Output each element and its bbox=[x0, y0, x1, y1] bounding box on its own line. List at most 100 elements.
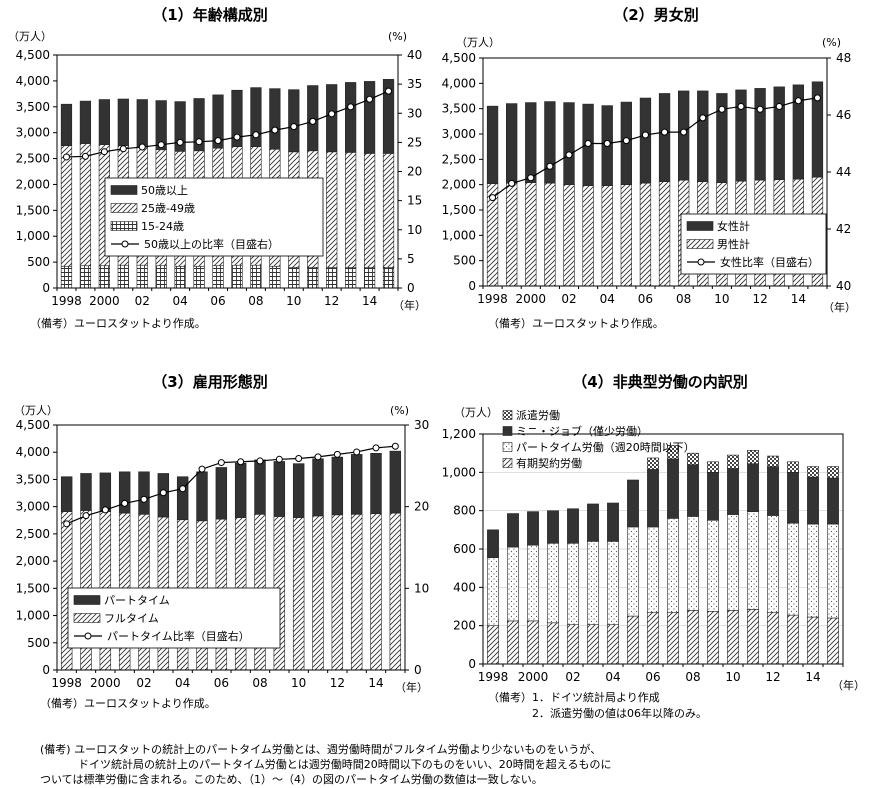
ratio-point-0-11 bbox=[271, 126, 279, 134]
bar-1-1-9 bbox=[658, 93, 671, 182]
legend-swatch bbox=[502, 426, 513, 436]
y-tick-label: 4,000 bbox=[16, 445, 50, 459]
ratio-point-2-3 bbox=[121, 499, 129, 507]
y2-axis-unit: (%) bbox=[822, 36, 841, 49]
y-tick-label: 4,000 bbox=[442, 76, 476, 90]
ratio-point-2-11 bbox=[275, 455, 283, 463]
bar-3-0-0 bbox=[487, 625, 499, 665]
legend-label: 有期契約労働 bbox=[516, 456, 582, 470]
bar-3-1-10 bbox=[687, 516, 699, 611]
y-tick-label: 3,000 bbox=[16, 500, 50, 514]
legend-swatch bbox=[502, 410, 513, 420]
x-tick-label: 10 bbox=[714, 292, 729, 306]
footnote-line-1: (備考) ユーロスタットの統計上のパートタイム労働とは、週労働時間がフルタイム労… bbox=[40, 743, 602, 756]
bar-2-1-2 bbox=[99, 472, 112, 512]
bar-0-2-7 bbox=[193, 98, 205, 152]
bar-2-0-17 bbox=[389, 512, 402, 671]
bar-3-1-11 bbox=[707, 519, 719, 612]
bar-2-0-16 bbox=[370, 513, 382, 671]
legend-swatch bbox=[686, 239, 714, 249]
bar-3-2-4 bbox=[567, 508, 579, 544]
x-tick-label: 14 bbox=[791, 292, 806, 306]
ratio-point-0-5 bbox=[157, 141, 165, 149]
bar-2-1-14 bbox=[331, 456, 344, 516]
ratio-point-0-10 bbox=[252, 131, 260, 139]
ratio-point-1-5 bbox=[584, 140, 592, 147]
bar-0-1-15 bbox=[345, 152, 357, 268]
bar-3-1-2 bbox=[527, 544, 539, 622]
y-tick-label: 800 bbox=[453, 504, 476, 518]
chart-title: （2）男女別 bbox=[613, 6, 698, 24]
bar-1-1-13 bbox=[735, 89, 747, 182]
bar-1-1-17 bbox=[811, 81, 824, 178]
y-tick-label: 3,500 bbox=[16, 100, 50, 114]
bar-1-1-14 bbox=[754, 88, 766, 181]
bar-3-3-17 bbox=[827, 466, 839, 479]
bar-3-0-12 bbox=[727, 610, 739, 665]
legend-swatch bbox=[502, 442, 513, 452]
source-note-1: （備考）1．ドイツ統計局より作成 bbox=[488, 690, 660, 704]
legend-swatch bbox=[73, 613, 101, 623]
bar-0-0-2 bbox=[98, 265, 110, 289]
y-tick-label: 3,500 bbox=[442, 102, 476, 116]
bar-0-0-0 bbox=[60, 265, 73, 289]
bar-3-2-12 bbox=[727, 468, 739, 515]
x-tick-label: 2000 bbox=[90, 676, 121, 690]
bar-0-1-1 bbox=[79, 143, 92, 267]
y-tick-label: 1,000 bbox=[442, 465, 476, 479]
bar-0-0-7 bbox=[193, 265, 205, 289]
bar-3-3-16 bbox=[807, 466, 819, 478]
bar-0-2-12 bbox=[288, 89, 300, 153]
bar-3-2-1 bbox=[507, 513, 519, 548]
bar-3-1-15 bbox=[787, 522, 799, 616]
legend-label: 女性計 bbox=[717, 219, 750, 233]
bar-2-1-10 bbox=[254, 459, 266, 515]
legend-swatch bbox=[110, 203, 138, 213]
y-tick-label: 4,000 bbox=[16, 74, 50, 88]
bar-0-0-8 bbox=[212, 265, 224, 289]
chart-atypical-labour: （4）非典型労働の内訳別 （万人） （年） （備考）1．ドイツ統計局より作成 2… bbox=[442, 373, 865, 720]
x-tick-label: 04 bbox=[605, 670, 620, 684]
bar-2-1-17 bbox=[389, 450, 402, 514]
legend-label: 女性比率（目盛右） bbox=[720, 255, 819, 269]
bar-1-1-4 bbox=[563, 102, 575, 185]
legend-label: 15-24歳 bbox=[141, 220, 184, 233]
ratio-line-2 bbox=[66, 445, 396, 525]
y2-tick-label: 0 bbox=[407, 281, 415, 295]
legend-box bbox=[104, 177, 324, 257]
bar-3-1-8 bbox=[647, 526, 659, 613]
bar-1-0-8 bbox=[639, 182, 652, 287]
chart-by-gender: （2）男女別 （万人） (%) （年） （備考）ユーロスタットより作成。 0 50… bbox=[442, 6, 856, 330]
bar-3-2-5 bbox=[587, 503, 599, 542]
y-tick-label: 0 bbox=[468, 657, 476, 671]
legend-box bbox=[67, 587, 281, 649]
y2-tick-label: 20 bbox=[414, 500, 429, 514]
chart-title: （1）年齢構成別 bbox=[152, 6, 267, 24]
y2-tick-label: 25 bbox=[407, 135, 422, 149]
bar-0-2-11 bbox=[269, 88, 281, 150]
source-note: （備考）ユーロスタットより作成。 bbox=[488, 317, 664, 330]
bar-1-1-1 bbox=[506, 103, 518, 184]
bar-0-0-9 bbox=[231, 264, 243, 289]
ratio-point-2-4 bbox=[140, 495, 148, 503]
bar-2-1-4 bbox=[138, 471, 150, 515]
bar-3-0-1 bbox=[507, 620, 519, 665]
ratio-point-1-12 bbox=[718, 105, 726, 113]
y2-tick-label: 40 bbox=[407, 48, 422, 62]
ratio-point-1-2 bbox=[527, 174, 535, 182]
bar-3-1-9 bbox=[667, 518, 679, 613]
bar-1-1-16 bbox=[792, 84, 804, 180]
ratio-point-0-6 bbox=[176, 138, 184, 146]
bar-0-2-17 bbox=[382, 79, 395, 154]
ratio-point-0-15 bbox=[347, 103, 355, 111]
y-tick-label: 1,500 bbox=[16, 581, 50, 595]
x-tick-label: 12 bbox=[324, 294, 339, 308]
bar-2-0-12 bbox=[292, 517, 305, 671]
footnote: (備考) ユーロスタットの統計上のパートタイム労働とは、週労働時間がフルタイム労… bbox=[40, 742, 860, 787]
bar-3-2-6 bbox=[607, 502, 619, 542]
ratio-point-0-17 bbox=[385, 87, 393, 95]
bar-3-1-13 bbox=[747, 511, 759, 610]
ratio-point-1-15 bbox=[775, 102, 783, 110]
bar-3-3-15 bbox=[787, 461, 799, 473]
y-tick-label: 3,000 bbox=[16, 126, 50, 140]
